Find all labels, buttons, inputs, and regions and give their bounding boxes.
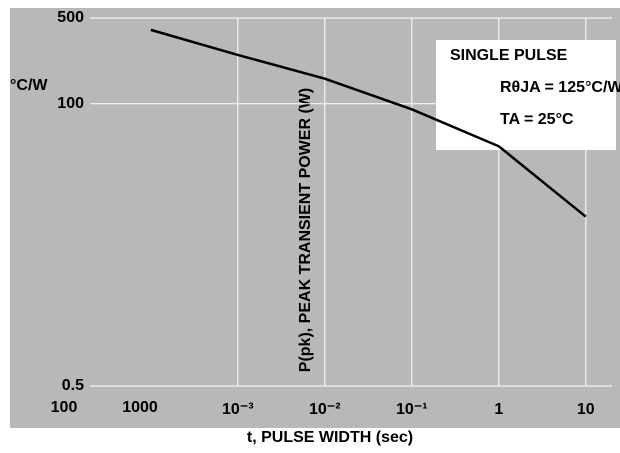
other-label: 1000 xyxy=(122,399,158,416)
y-tick-label: 500 xyxy=(57,9,84,26)
annotation: RθJA = 125°C/W xyxy=(500,79,620,96)
chart: t, PULSE WIDTH (sec) P(pk), PEAK TRANSIE… xyxy=(0,0,620,448)
x-tick-label: 10 xyxy=(577,401,595,418)
x-tick-label: 10⁻¹ xyxy=(396,401,428,418)
y-tick-label: 0.5 xyxy=(62,377,84,394)
x-tick-label: 10⁻³ xyxy=(222,401,254,418)
y-axis-label: P(pk), PEAK TRANSIENT POWER (W) xyxy=(297,88,314,372)
x-axis-label: t, PULSE WIDTH (sec) xyxy=(247,429,413,446)
y-tick-label: 100 xyxy=(57,95,84,112)
annotation: SINGLE PULSE xyxy=(450,47,568,64)
other-label: 100 xyxy=(51,399,78,416)
other-label: °C/W xyxy=(10,77,48,94)
x-tick-label: 1 xyxy=(494,401,503,418)
x-tick-label: 10⁻² xyxy=(309,401,341,418)
annotation: TA = 25°C xyxy=(500,111,574,128)
